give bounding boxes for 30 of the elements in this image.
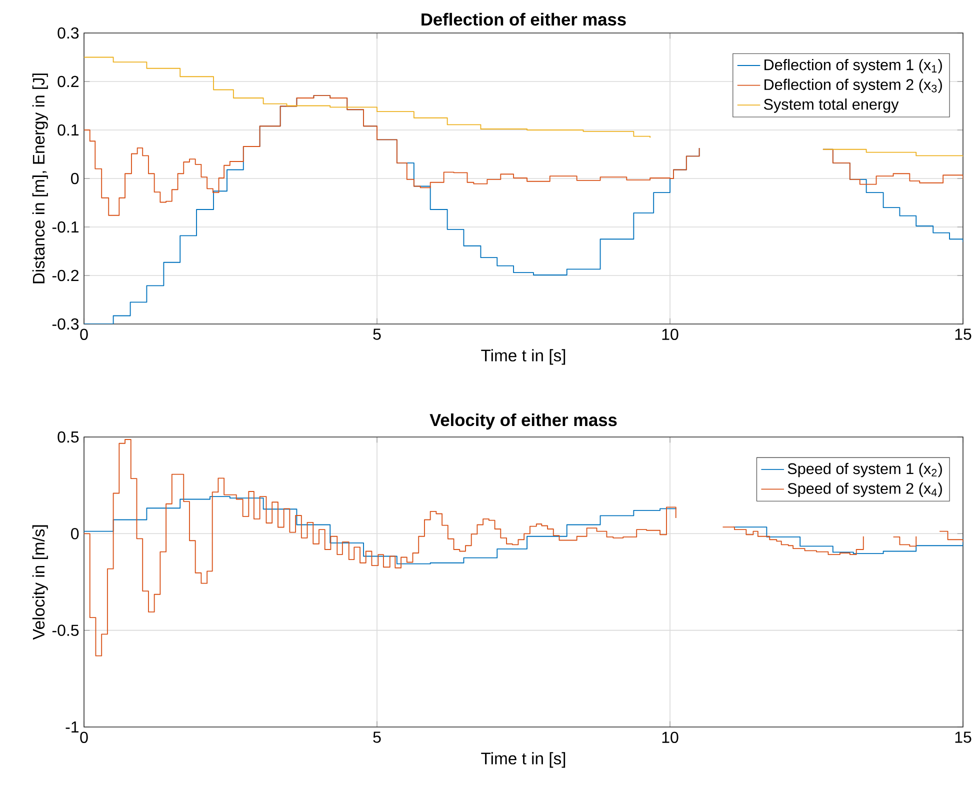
y-tick-label: -0.3	[52, 318, 79, 330]
legend-label: Speed of system 1 (x$_{2}$)	[788, 462, 942, 478]
y-axis-title: Distance in [m], Energy in [J]	[32, 74, 48, 284]
x-axis-title: Time t in [s]	[481, 349, 566, 365]
x-tick-label: 5	[373, 732, 381, 743]
x-tick-label: 0	[80, 732, 88, 744]
x-tick-label: 10	[662, 732, 678, 744]
y-tick-label: -0.1	[52, 221, 79, 233]
y-tick-label: 0.3	[58, 27, 79, 39]
chart-title: Deflection of either mass	[422, 12, 626, 26]
x-tick-label: 15	[955, 732, 972, 743]
y-tick-label: 0	[71, 528, 79, 540]
x-axis-title: Time t in [s]	[481, 752, 566, 768]
x-tick-label: 0	[80, 328, 88, 340]
y-tick-label: 0.2	[58, 76, 78, 88]
y-tick-label: -1	[66, 721, 79, 732]
y-tick-label: -0.2	[52, 270, 78, 282]
x-tick-label: 10	[662, 328, 678, 340]
y-tick-label: -0.5	[52, 624, 79, 636]
legend-label: Deflection of system 1 (x$_{1}$)	[764, 58, 942, 74]
legend-label: Speed of system 2 (x$_{4}$)	[788, 482, 942, 497]
y-tick-label: 0.5	[58, 431, 79, 443]
y-tick-label: 0	[71, 172, 79, 184]
x-tick-label: 15	[955, 328, 972, 340]
legend-label: Deflection of system 2 (x$_{3}$)	[764, 78, 942, 94]
y-tick-label: 0.1	[58, 124, 79, 136]
legend-label: System total energy	[764, 98, 899, 113]
y-axis-title: Velocity in [m/s]	[32, 525, 48, 640]
chart-title: Velocity of either mass	[430, 413, 617, 430]
x-tick-label: 5	[373, 328, 381, 340]
